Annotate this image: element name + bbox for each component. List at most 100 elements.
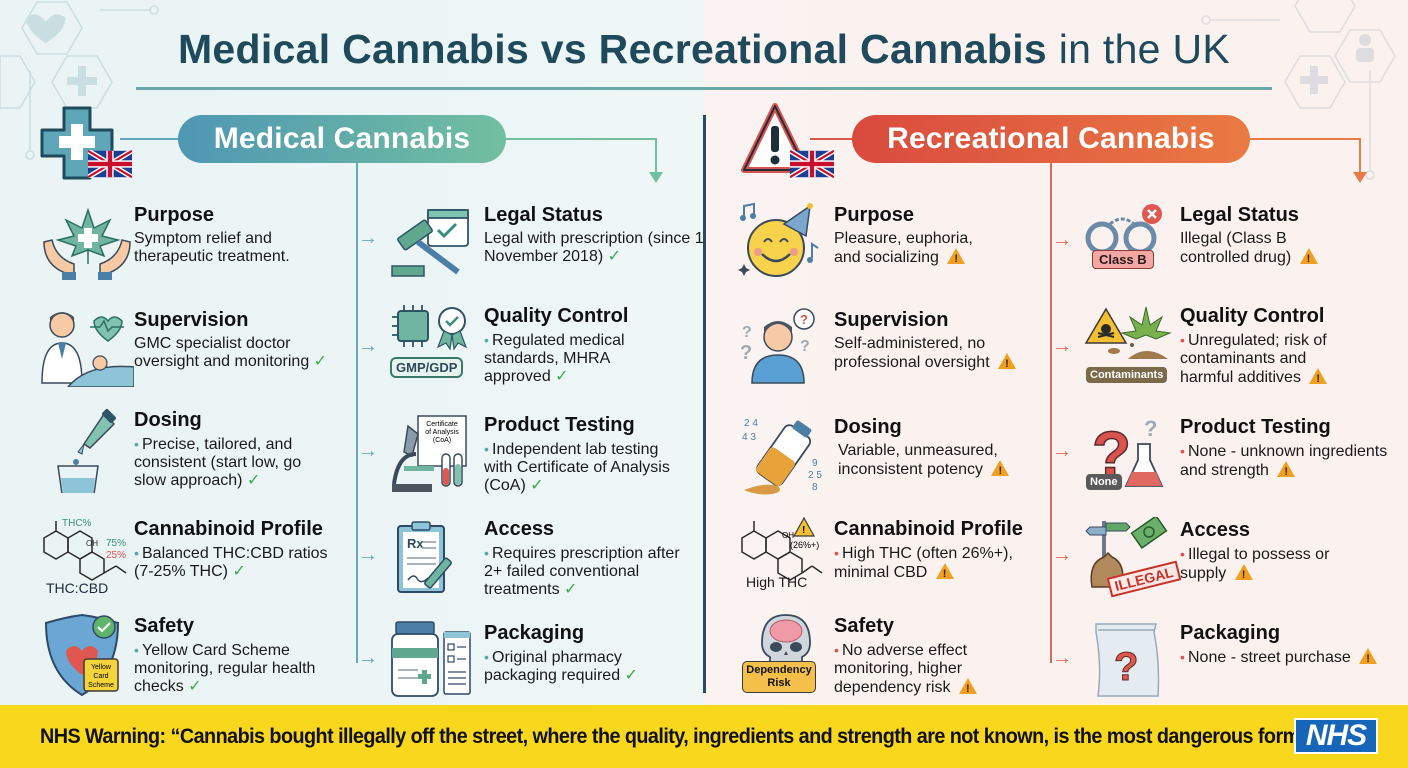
medical-packaging: Packaging • Original pharmacy packaging r…: [388, 620, 674, 700]
bullet-icon: •: [134, 545, 139, 561]
item-heading: Legal Status: [484, 204, 603, 226]
item-description: Precise, tailored, and consistent (start…: [134, 436, 302, 489]
bullet-icon: •: [1180, 649, 1185, 665]
svg-text:8: 8: [812, 482, 818, 493]
recreational-quality-control: Contaminants Quality Control • Unregulate…: [1084, 303, 1345, 388]
item-heading: Packaging: [484, 622, 585, 644]
item-description: Symptom relief and therapeutic treatment…: [134, 230, 290, 265]
item-heading: Safety: [134, 615, 195, 637]
dropper-beaker-icon: [57, 409, 116, 493]
gavel-calendar-icon: [391, 209, 469, 277]
recreational-cannabis-header: Recreational Cannabis: [852, 115, 1250, 163]
svg-text:2 4: 2 4: [744, 418, 758, 429]
medical-cannabis-header: Medical Cannabis: [178, 115, 506, 163]
bullet-icon: •: [484, 649, 489, 665]
chip-award-icon: GMP/GDP: [388, 303, 484, 387]
item-heading: Dosing: [134, 409, 202, 431]
warning-icon: [958, 678, 977, 698]
medical-purpose: Purpose Symptom relief and therapeutic t…: [38, 202, 304, 282]
item-description: Illegal (Class B controlled drug): [1180, 230, 1292, 266]
question-flask-icon: ? ? None: [1084, 414, 1180, 494]
arrow-right-icon: →: [1052, 647, 1072, 669]
connector-line: [1359, 138, 1361, 174]
item-description: Balanced THC:CBD ratios (7-25% THC): [134, 545, 328, 580]
party-emoji-icon: [738, 202, 819, 277]
svg-text:Card: Card: [93, 673, 108, 680]
warning-icon: [1234, 564, 1253, 584]
item-heading: Cannabinoid Profile: [834, 518, 1023, 540]
connector-line: [356, 163, 358, 663]
item-description: Yellow Card Scheme monitoring, regular h…: [134, 642, 316, 695]
item-heading: Legal Status: [1180, 204, 1299, 226]
bullet-icon: •: [484, 332, 489, 348]
recreational-access: ILLEGAL Access • Illegal to possess or su…: [1084, 517, 1330, 598]
check-icon: ✓: [555, 368, 569, 385]
svg-text:Rx: Rx: [407, 536, 424, 551]
svg-text:Yellow: Yellow: [91, 664, 112, 671]
illegal-money-bag-icon: ILLEGAL: [1084, 517, 1182, 598]
item-description: None - unknown ingredients and strength: [1180, 443, 1388, 479]
bullet-icon: •: [134, 642, 139, 658]
molecule-warning-icon: ! OH (26%+) High THC: [738, 516, 834, 600]
bullet-icon: •: [1180, 332, 1185, 348]
item-description: Variable, unmeasured, inconsistent poten…: [838, 442, 998, 478]
warning-icon: [1309, 368, 1328, 388]
item-heading: Supervision: [834, 309, 949, 331]
bullet-icon: •: [134, 436, 139, 452]
svg-text:9: 9: [812, 458, 818, 469]
recreational-supervision: ? ? ? ? Supervision Self-administered, n…: [738, 307, 1034, 387]
column-divider: [703, 115, 706, 693]
connector-line: [1050, 163, 1052, 663]
medical-access: Rx Access • Requires prescription after 2…: [388, 516, 699, 600]
bullet-icon: •: [834, 642, 839, 658]
recreational-safety: Dependency Risk Safety • No adverse effec…: [738, 613, 1014, 698]
arrow-down-icon: [649, 172, 663, 183]
nhs-warning-text: NHS Warning: “Cannabis bought illegally …: [40, 724, 1374, 748]
medical-product-testing: Certificate of Analysis (CoA) Product Te…: [388, 412, 684, 496]
svg-text:(CoA): (CoA): [433, 437, 451, 444]
item-description: None - street purchase: [1188, 649, 1351, 666]
check-icon: ✓: [246, 472, 261, 489]
check-icon: ✓: [530, 477, 544, 494]
item-description: Pleasure, euphoria, and socializing: [834, 230, 973, 266]
nhs-warning-banner: NHS Warning: “Cannabis bought illegally …: [0, 705, 1408, 768]
check-icon: ✓: [188, 678, 202, 695]
svg-text:4 3: 4 3: [742, 432, 756, 443]
svg-text:?: ?: [740, 342, 752, 364]
arrow-right-icon: →: [1052, 440, 1072, 462]
item-heading: Access: [1180, 519, 1251, 541]
svg-text:?: ?: [800, 338, 810, 355]
hexagon-pattern-icon: [0, 1, 159, 160]
bullet-icon: •: [484, 545, 489, 561]
medical-cross-icon: [40, 106, 114, 180]
check-icon: ✓: [564, 581, 578, 598]
warning-icon: [991, 460, 1010, 480]
shield-heart-icon: Yellow Card Scheme: [44, 613, 120, 697]
item-description: Unregulated; risk of contaminants and ha…: [1180, 332, 1327, 386]
svg-text:OH: OH: [86, 539, 98, 548]
item-heading: Product Testing: [484, 414, 635, 436]
svg-text:OH: OH: [782, 531, 794, 540]
item-description: Regulated medical standards, MHRA approv…: [484, 332, 625, 385]
svg-text:!: !: [802, 525, 805, 536]
item-description: Legal with prescription (since 1 Novembe…: [484, 230, 704, 265]
contaminants-badge: Contaminants: [1086, 367, 1168, 383]
pharmacy-bottle-icon: [391, 621, 471, 697]
item-description: No adverse effect monitoring, higher dep…: [834, 642, 968, 696]
check-icon: ✓: [624, 667, 638, 684]
medical-dosing: Dosing • Precise, tailored, and consisten…: [38, 407, 309, 493]
gmp-gdp-badge: GMP/GDP: [390, 357, 464, 378]
title-main: Medical Cannabis vs Recreational Cannabi…: [177, 26, 1047, 72]
svg-text:75%: 75%: [106, 538, 126, 549]
svg-text:25%: 25%: [106, 550, 126, 561]
recreational-purpose: Purpose Pleasure, euphoria, and socializ…: [738, 202, 984, 282]
class-b-badge: Class B: [1092, 250, 1154, 269]
arrow-right-icon: →: [1052, 544, 1072, 566]
medical-safety: Yellow Card Scheme Safety • Yellow Card S…: [38, 613, 344, 697]
item-heading: Dosing: [834, 416, 902, 438]
arrow-right-icon: →: [1052, 335, 1072, 357]
prescription-clipboard-icon: Rx: [397, 521, 452, 593]
item-description: High THC (often 26%+), minimal CBD: [834, 545, 1013, 581]
recreational-cannabinoid-profile: ! OH (26%+) High THC Cannabinoid Profile…: [738, 516, 1034, 600]
nhs-logo: NHS: [1294, 718, 1378, 754]
